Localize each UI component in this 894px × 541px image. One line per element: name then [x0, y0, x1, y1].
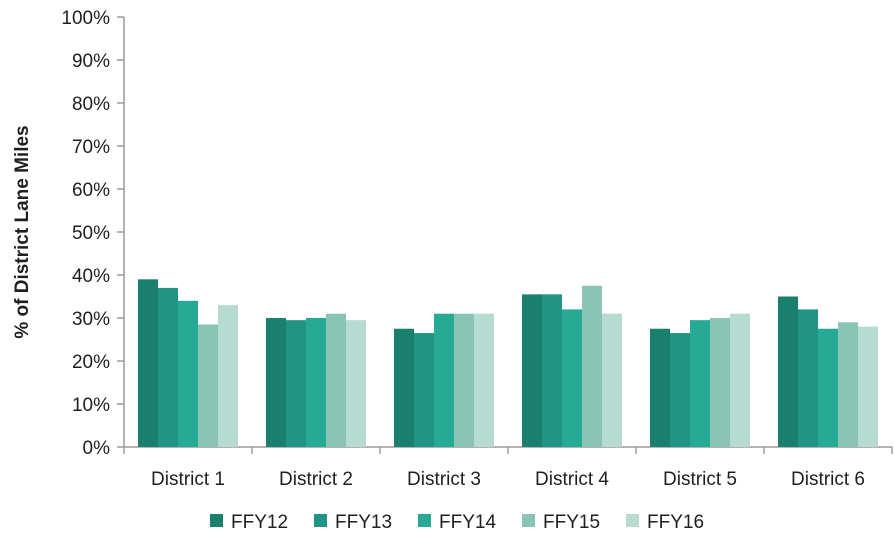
- bar-ffy12-district-6: [778, 296, 798, 447]
- bar-ffy14-district-1: [178, 300, 198, 447]
- y-tick-label: 20%: [72, 352, 110, 373]
- y-tick-label: 90%: [72, 51, 110, 72]
- y-axis: 0% 10% 20% 30% 40% 50% 60% 70% 80% 90% 100%: [61, 8, 125, 459]
- bar-ffy16-district-4: [602, 313, 622, 447]
- x-tick-label: District 6: [791, 469, 865, 490]
- bar-ffy14-district-3: [434, 313, 454, 447]
- bar-ffy13-district-4: [542, 294, 562, 447]
- bar-ffy15-district-3: [454, 313, 474, 447]
- legend-swatch: [418, 514, 431, 527]
- y-tick-label: 50%: [72, 223, 110, 244]
- legend-swatch: [626, 514, 639, 527]
- bar-ffy12-district-5: [650, 328, 670, 447]
- x-tick-label: District 2: [279, 469, 353, 490]
- legend-label: FFY13: [335, 512, 392, 533]
- bar-ffy16-district-1: [218, 305, 238, 447]
- legend-swatch: [210, 514, 223, 527]
- x-tick-label: District 4: [535, 469, 609, 490]
- bar-ffy13-district-1: [158, 287, 178, 447]
- y-tick-label: 100%: [61, 8, 110, 29]
- bar-ffy16-district-6: [858, 326, 878, 447]
- bar-ffy16-district-5: [730, 313, 750, 447]
- bar-ffy16-district-3: [474, 313, 494, 447]
- bar-ffy14-district-6: [818, 328, 838, 447]
- bar-ffy12-district-4: [522, 294, 542, 447]
- legend-swatch: [522, 514, 535, 527]
- legend-label: FFY15: [543, 512, 600, 533]
- y-tick-label: 40%: [72, 266, 110, 287]
- x-tick-label: District 5: [663, 469, 737, 490]
- bar-ffy13-district-6: [798, 309, 818, 447]
- bar-ffy15-district-4: [582, 285, 602, 447]
- y-tick-label: 70%: [72, 137, 110, 158]
- bar-ffy12-district-1: [138, 279, 158, 447]
- legend: FFY12 FFY13 FFY14 FFY15 FFY16: [210, 512, 704, 533]
- y-tick-label: 60%: [72, 180, 110, 201]
- y-tick-label: 30%: [72, 309, 110, 330]
- bar-ffy12-district-3: [394, 328, 414, 447]
- x-tick-label: District 3: [407, 469, 481, 490]
- bar-ffy14-district-4: [562, 309, 582, 447]
- bars: [138, 279, 878, 447]
- bar-ffy15-district-1: [198, 324, 218, 447]
- bar-ffy14-district-5: [690, 320, 710, 447]
- bar-ffy13-district-3: [414, 333, 434, 447]
- legend-swatch: [314, 514, 327, 527]
- bar-ffy15-district-2: [326, 313, 346, 447]
- y-tick-label: 80%: [72, 94, 110, 115]
- y-axis-title: % of District Lane Miles: [12, 125, 33, 338]
- y-tick-label: 10%: [72, 395, 110, 416]
- y-tick-label: 0%: [83, 438, 111, 459]
- bar-ffy15-district-6: [838, 322, 858, 447]
- x-tick-label: District 1: [151, 469, 225, 490]
- bar-ffy12-district-2: [266, 318, 286, 447]
- legend-label: FFY14: [439, 512, 496, 533]
- legend-label: FFY12: [231, 512, 288, 533]
- bar-ffy13-district-2: [286, 320, 306, 447]
- x-axis: District 1 District 2 District 3 District 4…: [123, 446, 893, 490]
- bar-ffy15-district-5: [710, 318, 730, 447]
- legend-label: FFY16: [647, 512, 704, 533]
- bar-ffy14-district-2: [306, 318, 326, 447]
- bar-ffy16-district-2: [346, 320, 366, 447]
- bar-ffy13-district-5: [670, 333, 690, 447]
